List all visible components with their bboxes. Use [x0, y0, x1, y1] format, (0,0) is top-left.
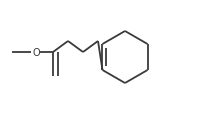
Text: O: O: [32, 48, 40, 57]
